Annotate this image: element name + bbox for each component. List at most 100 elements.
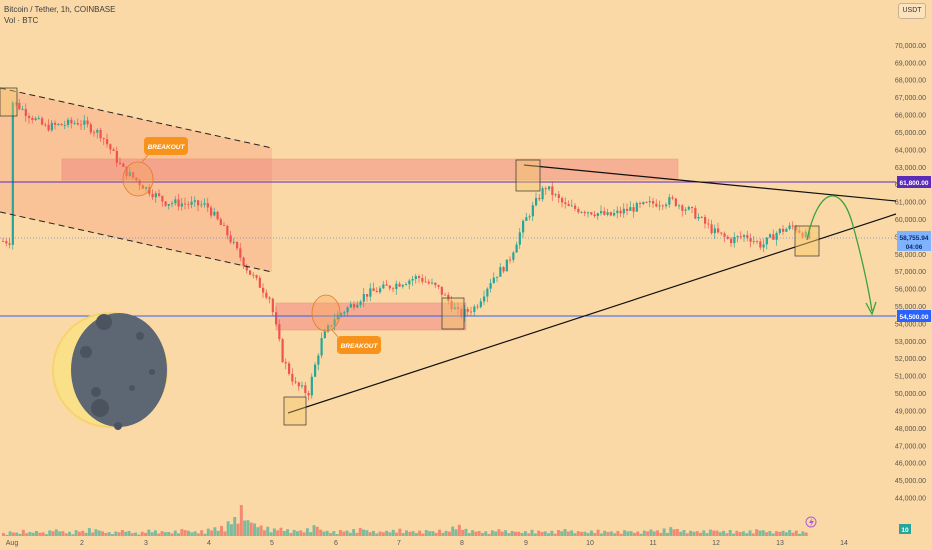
candle-body [34,118,37,120]
candle-body [369,288,372,297]
candle-body [518,232,521,245]
candle-body [177,199,180,207]
candle-body [343,312,346,314]
candle-body [128,172,131,176]
price-tick-label: 50,000.00 [895,391,926,398]
volume-bar [613,533,617,536]
volume-bar [603,530,607,536]
price-tick-label: 45,000.00 [895,478,926,485]
candle-body [398,283,401,287]
candle-body [720,232,723,234]
candle-body [424,281,427,283]
candle-body [772,234,775,240]
candle-body [483,296,486,302]
candle-body [268,297,271,299]
volume-value-tag: 10 [899,524,911,534]
candle-body [622,208,625,214]
candle-body [349,304,352,308]
volume-bar [305,528,309,536]
volume-bar [269,532,273,536]
candle-body [122,163,125,167]
candle-body [700,217,703,218]
volume-bar [533,533,537,536]
candle-body [785,228,788,232]
time-tick-label: 13 [776,540,784,547]
volume-bar [514,531,517,536]
volume-bar [229,524,233,536]
volume-bar [761,530,765,536]
volume-bar [365,530,369,536]
candle-body [408,280,411,285]
volume-bar [315,526,319,536]
candle-body [694,207,697,219]
symbol-title[interactable]: Bitcoin / Tether, 1h, COINBASE [4,5,116,14]
candle-body [353,304,356,308]
projection-arrow-path [806,195,873,312]
volume-bar [580,531,584,536]
candle-body [304,385,307,394]
candle-body [512,252,515,260]
candle-body [479,301,482,308]
volume-bar [593,533,597,536]
time-tick-label: 6 [334,540,338,547]
candle-body [684,209,687,211]
candle-body [401,284,404,287]
candle-body [525,217,528,221]
time-tick-label: 4 [207,540,211,547]
currency-button[interactable]: USDT [898,3,926,19]
candle-body [291,373,294,382]
resistance-price-text: 61,800.00 [900,180,929,187]
volume-bar [728,530,732,536]
candle-body [765,237,768,245]
price-tick-label: 49,000.00 [895,408,926,415]
candle-body [414,276,417,280]
volume-bar [484,531,488,536]
candle-body [704,217,707,224]
volume-bar [467,533,471,536]
candle-body [769,234,772,238]
candle-body [21,108,24,110]
volume-bar [675,529,679,536]
volume-bar [262,530,266,536]
volume-bar [362,529,366,536]
current-price-text: 58,755.94 [900,235,929,242]
price-axis[interactable]: 44,000.00 45,000.00 46,000.00 47,000.00 48,0… [895,43,926,503]
candle-body [281,339,284,363]
time-tick-label: 10 [586,540,594,547]
support-price-tag: 54,500.00 [897,310,931,322]
candle-body [583,211,586,214]
candle-body [320,338,323,356]
volume-bar [672,529,676,536]
candle-body [193,200,196,202]
volume-bar [689,530,693,536]
candle-body [219,219,222,226]
volume-bar [58,531,62,536]
volume-bar [68,531,72,536]
volume-bar [649,529,653,536]
candle-body [746,235,749,238]
candle-body [317,355,320,365]
candle-body [661,205,664,207]
volume-bar [447,531,451,536]
candle-body [437,285,440,287]
volume-bar [705,533,709,536]
volume-bar [530,529,534,536]
volume-bar [259,525,263,536]
lightning-icon[interactable] [805,516,817,528]
price-tick-label: 60,000.00 [895,217,926,224]
volume-bar [537,530,541,536]
channel-lower-line [0,211,273,273]
volume-indicator-label[interactable]: Vol · BTC [4,16,39,25]
candle-body [707,223,710,225]
candle-body [379,288,382,293]
volume-bar [378,531,382,536]
breakout-circle-2 [311,294,341,332]
candle-body [102,138,105,140]
time-axis[interactable]: Aug 2 3 4 5 6 7 8 9 10 11 12 13 14 [6,540,848,547]
candle-body [476,306,479,308]
candle-body [382,284,385,289]
candle-body [200,204,203,206]
volume-bar [170,533,174,536]
candle-body [359,301,362,305]
